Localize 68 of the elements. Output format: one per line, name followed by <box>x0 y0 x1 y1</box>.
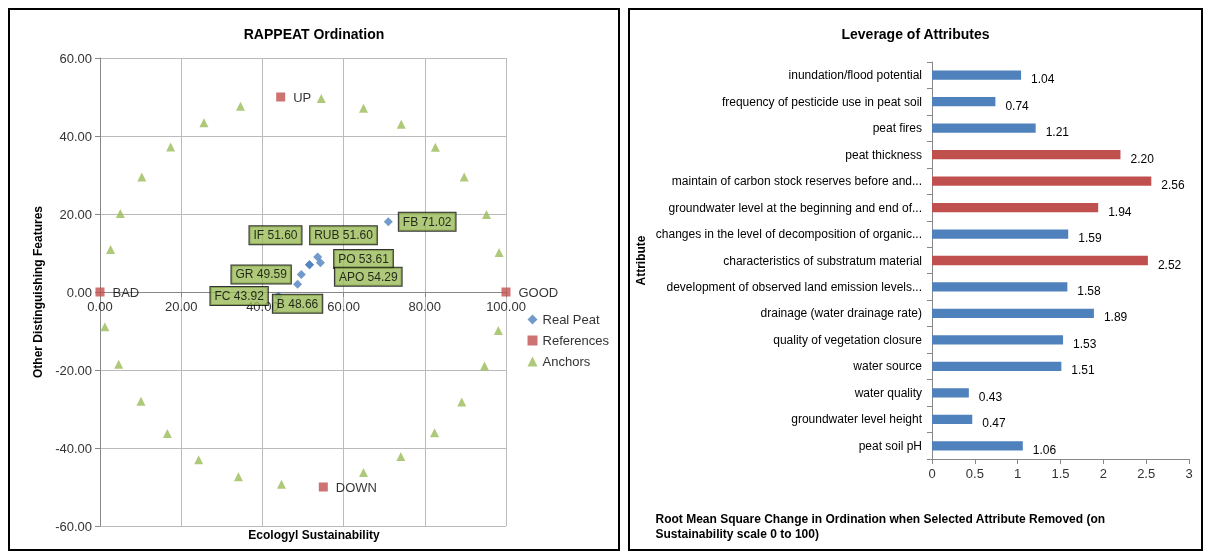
y-tick-label: maintain of carbon stock reserves before and... <box>671 174 922 189</box>
x-tick-label: 20.00 <box>164 299 198 314</box>
y-tick-label: changes in the level of decomposition of organic... <box>655 227 922 242</box>
data-label: DOWN <box>335 479 377 495</box>
y-axis-title: Other Distinguishing Features <box>31 205 46 379</box>
y-tick-label: drainage (water drainage rate) <box>760 306 922 321</box>
data-label: FB 71.02 <box>402 214 452 229</box>
data-label: 1.89 <box>1103 310 1128 325</box>
data-label: GOOD <box>518 284 559 300</box>
data-label: 0.47 <box>982 416 1006 431</box>
x-tick-label: 0 <box>928 466 936 481</box>
x-tick-label: 3 <box>1185 466 1193 481</box>
y-tick-label: groundwater level height <box>791 412 923 427</box>
y-tick-label: peat thickness <box>845 147 922 162</box>
legend-label: Real Peat <box>542 312 600 327</box>
data-label: B 48.66 <box>276 296 319 311</box>
data-label: GR 49.59 <box>235 267 288 282</box>
data-label: 1.51 <box>1071 363 1096 378</box>
data-label: APO 54.29 <box>338 269 398 284</box>
data-label: 2.52 <box>1157 257 1182 272</box>
y-tick-label: 0.00 <box>66 284 92 300</box>
y-tick-label: -20.00 <box>55 362 92 378</box>
y-tick-label: frequency of pesticide use in peat soil <box>721 94 922 109</box>
x-tick-label: 100.00 <box>486 299 526 314</box>
data-label: IF 51.60 <box>253 228 298 243</box>
data-label: 0.74 <box>1005 98 1030 113</box>
chart-title: RAPPEAT Ordination <box>243 26 385 42</box>
y-tick-label: peat soil pH <box>858 438 922 453</box>
y-tick-label: peat fires <box>872 121 922 136</box>
chart-title: Leverage of Attributes <box>841 26 990 42</box>
y-tick-label: development of observed land emission levels... <box>666 279 922 294</box>
y-tick-label: water quality <box>853 385 922 400</box>
data-label: 2.56 <box>1161 178 1185 193</box>
y-tick-label: inundation/flood potential <box>788 68 922 83</box>
x-tick-label: 1 <box>1014 466 1022 481</box>
data-label: 1.04 <box>1031 72 1055 87</box>
x-axis-title: Ecologyl Sustainability <box>248 528 381 542</box>
x-tick-label: 0.5 <box>965 466 984 481</box>
data-label: UP <box>293 89 312 105</box>
data-label: RUB 51.60 <box>314 228 374 243</box>
legend-label: Anchors <box>542 354 591 369</box>
x-axis-title: Root Mean Square Change in Ordination when Selected Attribute Removed (on Sustainability scale 0 to 100) <box>655 511 1109 541</box>
x-tick-label: 1.5 <box>1051 466 1070 481</box>
y-tick-label: 40.00 <box>59 128 92 144</box>
legend-label: References <box>542 333 610 348</box>
y-tick-label: -60.00 <box>55 518 92 534</box>
data-label: 1.59 <box>1078 231 1102 246</box>
y-tick-label: groundwater level at the beginning and end of... <box>668 200 922 215</box>
data-label: 1.58 <box>1077 283 1102 298</box>
data-label: FC 43.92 <box>214 288 265 303</box>
data-label: PO 53.61 <box>338 251 390 266</box>
data-label: 1.53 <box>1073 336 1097 351</box>
data-label: 0.43 <box>978 389 1003 404</box>
y-tick-label: water source <box>852 359 923 374</box>
y-tick-label: quality of vegetation closure <box>773 332 923 347</box>
data-label: 1.94 <box>1108 204 1132 219</box>
y-axis-title: Attribute <box>634 235 648 286</box>
data-label: 1.06 <box>1032 442 1057 457</box>
x-tick-label: 2 <box>1099 466 1107 481</box>
x-tick-label: 80.00 <box>408 299 442 314</box>
y-tick-label: 20.00 <box>59 206 92 222</box>
data-label: 2.20 <box>1130 151 1155 166</box>
data-label: 1.21 <box>1045 125 1070 140</box>
y-tick-label: -40.00 <box>55 440 92 456</box>
x-tick-label: 60.00 <box>327 299 360 314</box>
y-tick-label: characteristics of substratum material <box>723 253 922 268</box>
y-tick-label: 60.00 <box>59 50 92 66</box>
x-tick-label: 2.5 <box>1137 466 1156 481</box>
